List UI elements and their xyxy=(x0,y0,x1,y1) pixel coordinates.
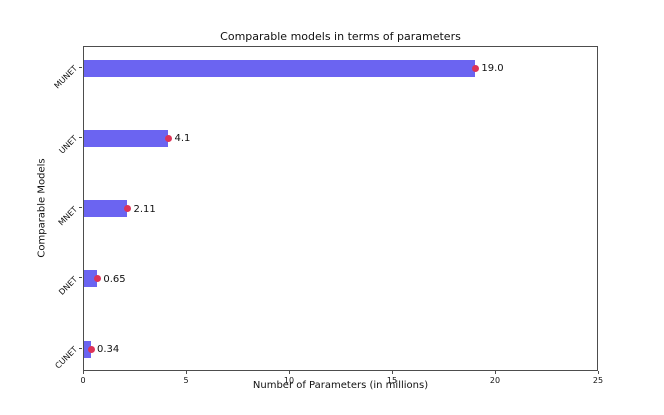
error-marker xyxy=(123,205,131,212)
y-tick-label: DNET xyxy=(57,274,80,297)
y-tick-label: MUNET xyxy=(52,63,80,91)
bar xyxy=(84,270,98,288)
y-tick-label: MNET xyxy=(56,204,80,227)
y-tick-label: CUNET xyxy=(53,344,80,371)
x-tick-mark xyxy=(494,371,496,374)
x-tick-mark xyxy=(82,371,84,374)
y-tick-mark xyxy=(79,66,82,68)
y-tick-mark xyxy=(79,136,82,138)
x-tick-label: 20 xyxy=(489,376,501,385)
bar-value-label: 0.34 xyxy=(97,344,120,355)
x-tick-label: 15 xyxy=(386,376,398,385)
x-tick-label: 25 xyxy=(592,376,604,385)
error-marker xyxy=(93,275,101,283)
x-tick-mark xyxy=(288,371,290,374)
plot-area: 19.0 4.1 2.11 0.65 0.34 xyxy=(83,46,598,371)
bar-value-label: 0.65 xyxy=(103,273,126,285)
y-tick-mark xyxy=(79,207,82,208)
chart-title: Comparable models in terms of parameters xyxy=(220,30,461,43)
y-tick-label: UNET xyxy=(57,134,80,156)
x-tick-label: 10 xyxy=(283,376,295,385)
bar-value-label: 4.1 xyxy=(174,133,191,145)
error-marker xyxy=(87,345,95,353)
bar xyxy=(84,200,128,217)
y-axis-label: Comparable Models xyxy=(36,158,48,258)
error-marker xyxy=(471,64,479,72)
error-marker xyxy=(164,134,172,142)
bar xyxy=(84,59,476,77)
x-tick-label: 0 xyxy=(80,376,86,385)
bar-value-label: 2.11 xyxy=(133,203,156,215)
x-tick-mark xyxy=(391,371,393,374)
x-axis-label: Number of Parameters (in millions) xyxy=(252,380,429,391)
bar-value-label: 19.0 xyxy=(481,63,504,74)
x-tick-mark xyxy=(597,371,599,374)
y-tick-mark xyxy=(79,347,82,349)
x-tick-mark xyxy=(185,371,187,374)
y-tick-mark xyxy=(79,277,82,279)
bar xyxy=(84,129,169,147)
x-tick-label: 5 xyxy=(183,376,189,385)
